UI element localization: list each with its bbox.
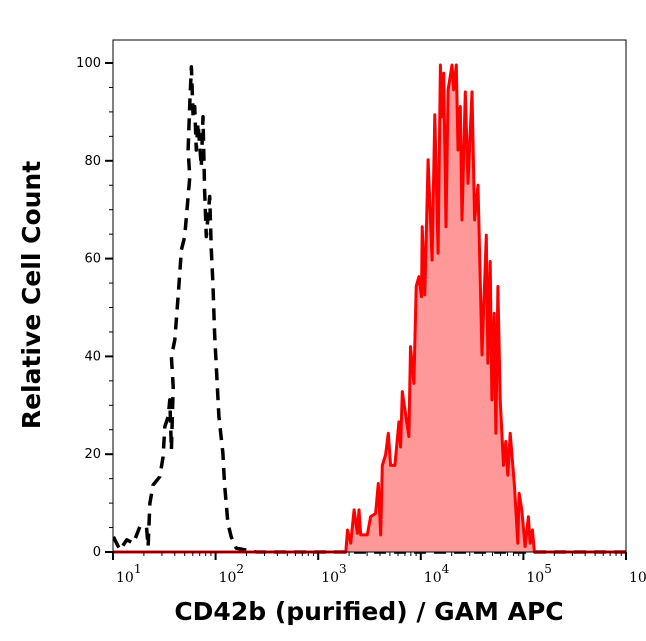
x-tick-label: 104 xyxy=(424,562,450,586)
y-tick-label: 60 xyxy=(84,252,101,267)
series-fill-1 xyxy=(113,65,626,552)
y-tick-label: 80 xyxy=(84,154,101,169)
y-axis-title: Relative Cell Count xyxy=(17,161,46,429)
series-line-1 xyxy=(113,63,626,554)
y-tick-label: 20 xyxy=(84,447,101,462)
plot-area xyxy=(113,63,626,554)
x-tick-label: 102 xyxy=(219,562,244,586)
y-tick-label: 40 xyxy=(84,349,101,364)
y-tick-label: 100 xyxy=(76,56,101,71)
x-tick-label: 101 xyxy=(116,562,141,586)
axes: 101 102 103 104 105 106 0 20 40 60 80 100 xyxy=(76,39,646,586)
x-tick-label: 103 xyxy=(321,562,346,586)
series-line-0 xyxy=(113,65,626,554)
x-axis-title: CD42b (purified) / GAM APC xyxy=(174,597,563,626)
x-tick-label: 106 xyxy=(629,562,646,586)
x-tick-label: 105 xyxy=(526,562,551,586)
y-tick-label: 0 xyxy=(93,545,101,560)
plot-frame xyxy=(112,39,627,553)
